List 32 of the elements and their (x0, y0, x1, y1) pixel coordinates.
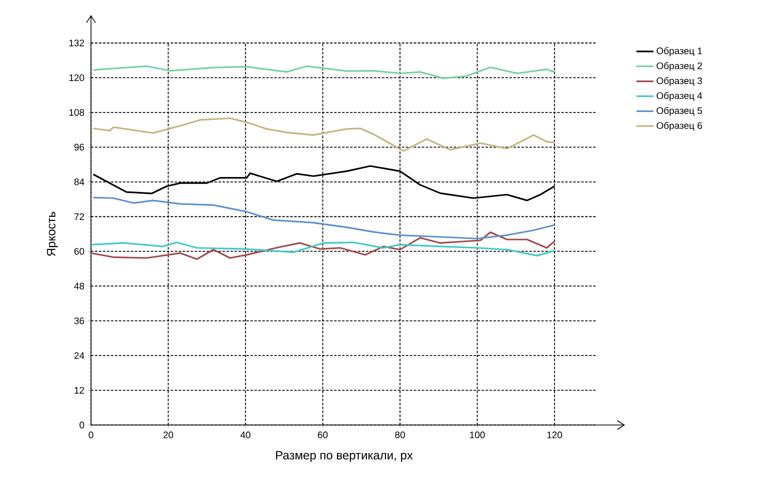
line-series (92, 196, 556, 240)
line-series (92, 65, 556, 80)
legend-label: Образец 1 (656, 47, 702, 56)
y-tick-label: 24 (74, 352, 84, 359)
y-tick-label: 96 (74, 144, 84, 151)
y-tick-label: 0 (80, 422, 84, 428)
y-tick-label: 12 (74, 386, 84, 394)
legend-label: Образец 4 (656, 92, 702, 101)
x-tick-label: 120 (547, 432, 562, 438)
y-tick-label: 48 (74, 282, 84, 290)
x-tick-label: 100 (470, 432, 485, 438)
legend-label: Образец 5 (656, 106, 702, 116)
x-axis-title: Размер по вертикали, px (276, 451, 413, 462)
line-series (91, 231, 556, 260)
legend-label: Образец 6 (656, 122, 702, 131)
legend-label: Образец 3 (656, 77, 702, 86)
y-tick-label: 60 (74, 248, 84, 255)
y-tick-label: 84 (74, 178, 84, 186)
line-series (92, 117, 556, 152)
line-series (91, 242, 556, 257)
y-axis-title: Яркость (47, 212, 58, 256)
y-tick-label: 132 (69, 40, 84, 46)
x-tick-label: 20 (163, 432, 174, 438)
y-tick-label: 72 (74, 213, 84, 220)
legend-label: Образец 2 (656, 62, 702, 72)
x-tick-label: 40 (240, 432, 250, 438)
y-tick-label: 108 (69, 109, 84, 116)
x-tick-label: 0 (88, 432, 94, 438)
x-tick-label: 80 (395, 432, 405, 438)
y-tick-label: 36 (74, 317, 84, 324)
y-tick-label: 120 (69, 74, 84, 82)
x-tick-label: 60 (318, 432, 328, 438)
